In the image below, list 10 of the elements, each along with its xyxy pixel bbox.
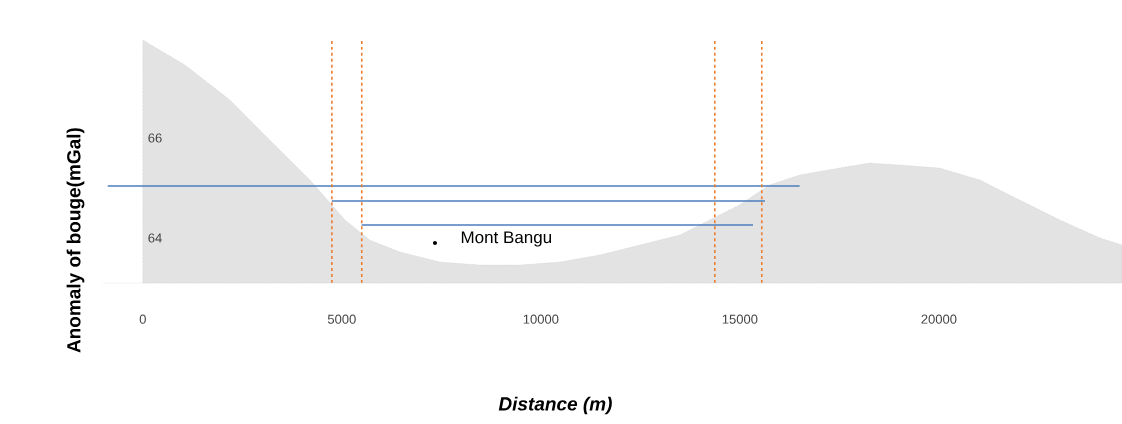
x-tick-label: 0 <box>139 314 146 324</box>
y-axis-title: Anomaly of bouge(mGal) <box>66 128 85 353</box>
x-tick-label: 15000 <box>722 314 758 324</box>
annotation: Mont Bangu <box>461 231 552 247</box>
y-tick-label: 66 <box>148 133 162 143</box>
x-tick-label: 5000 <box>327 314 356 324</box>
x-tick-label: 20000 <box>921 314 957 324</box>
x-axis-title: Distance (m) <box>498 396 612 415</box>
x-tick-label: 10000 <box>523 314 559 324</box>
y-tick-label: 64 <box>148 233 162 243</box>
